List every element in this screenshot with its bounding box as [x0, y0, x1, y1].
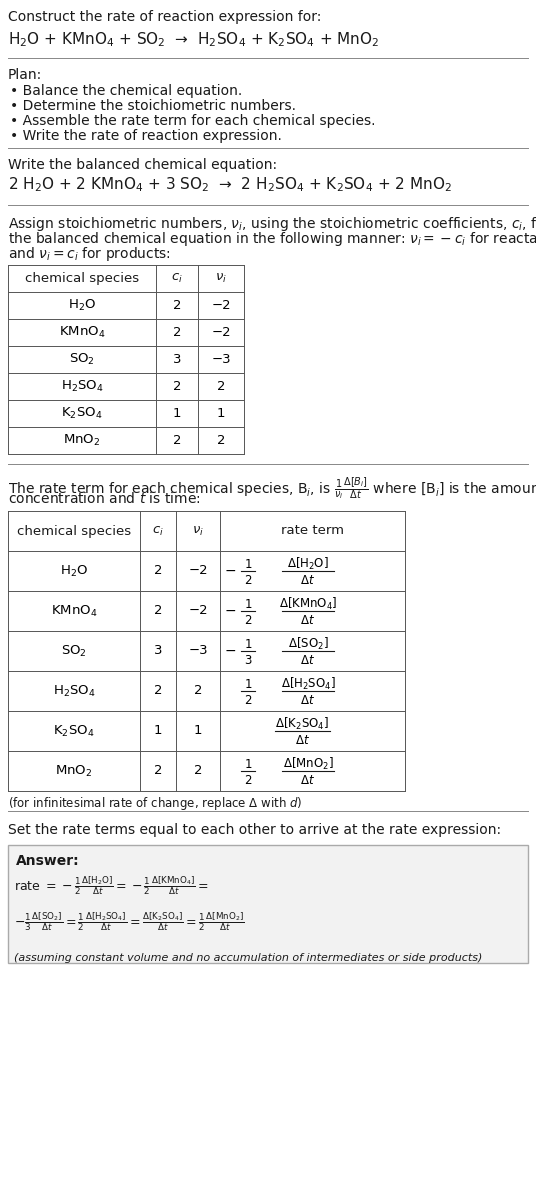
Text: 2: 2 — [244, 774, 252, 786]
Text: SO$_2$: SO$_2$ — [61, 643, 87, 659]
Text: $\Delta$[MnO$_2$]: $\Delta$[MnO$_2$] — [282, 756, 333, 772]
Text: $\Delta t$: $\Delta t$ — [295, 733, 310, 746]
Text: −2: −2 — [211, 326, 231, 339]
Text: 2: 2 — [154, 605, 162, 618]
Text: $\Delta$[H$_2$O]: $\Delta$[H$_2$O] — [287, 557, 329, 572]
Text: H$_2$O: H$_2$O — [60, 564, 88, 578]
Text: 1: 1 — [154, 725, 162, 738]
Text: K$_2$SO$_4$: K$_2$SO$_4$ — [53, 724, 95, 738]
Text: H$_2$SO$_4$: H$_2$SO$_4$ — [61, 379, 103, 394]
Text: 2: 2 — [244, 613, 252, 626]
Text: Plan:: Plan: — [8, 69, 42, 82]
Text: 1: 1 — [244, 597, 252, 611]
Text: H$_2$O + KMnO$_4$ + SO$_2$  →  H$_2$SO$_4$ + K$_2$SO$_4$ + MnO$_2$: H$_2$O + KMnO$_4$ + SO$_2$ → H$_2$SO$_4$… — [8, 30, 379, 49]
Text: −: − — [224, 644, 236, 657]
Text: $c_i$: $c_i$ — [171, 272, 183, 285]
Text: $c_i$: $c_i$ — [152, 524, 164, 537]
Text: 2: 2 — [244, 694, 252, 707]
Text: Set the rate terms equal to each other to arrive at the rate expression:: Set the rate terms equal to each other t… — [8, 823, 501, 837]
Text: 2: 2 — [217, 380, 225, 393]
Text: $\Delta t$: $\Delta t$ — [301, 613, 316, 626]
Text: • Balance the chemical equation.: • Balance the chemical equation. — [10, 84, 242, 99]
Text: 2: 2 — [173, 380, 181, 393]
Text: 2: 2 — [154, 764, 162, 778]
Text: $\nu_i$: $\nu_i$ — [192, 524, 204, 537]
Text: 1: 1 — [244, 757, 252, 770]
Text: −2: −2 — [188, 565, 208, 577]
Text: $\nu_i$: $\nu_i$ — [215, 272, 227, 285]
Text: −2: −2 — [188, 605, 208, 618]
Text: The rate term for each chemical species, B$_i$, is $\frac{1}{\nu_i}\frac{\Delta[: The rate term for each chemical species,… — [8, 476, 536, 502]
Text: the balanced chemical equation in the following manner: $\nu_i = -c_i$ for react: the balanced chemical equation in the fo… — [8, 230, 536, 248]
Text: 2: 2 — [173, 326, 181, 339]
Text: 3: 3 — [173, 353, 181, 365]
Text: Answer:: Answer: — [16, 853, 80, 868]
Text: K$_2$SO$_4$: K$_2$SO$_4$ — [61, 406, 103, 421]
Text: • Assemble the rate term for each chemical species.: • Assemble the rate term for each chemic… — [10, 114, 376, 127]
Text: SO$_2$: SO$_2$ — [69, 352, 95, 367]
Text: • Write the rate of reaction expression.: • Write the rate of reaction expression. — [10, 129, 282, 143]
Text: $\Delta$[SO$_2$]: $\Delta$[SO$_2$] — [288, 636, 329, 651]
Text: • Determine the stoichiometric numbers.: • Determine the stoichiometric numbers. — [10, 99, 296, 113]
Text: 2: 2 — [193, 684, 202, 697]
Text: $\Delta t$: $\Delta t$ — [301, 694, 316, 707]
Text: (assuming constant volume and no accumulation of intermediates or side products): (assuming constant volume and no accumul… — [14, 953, 482, 963]
Text: concentration and $t$ is time:: concentration and $t$ is time: — [8, 490, 200, 506]
Text: 2: 2 — [154, 565, 162, 577]
Text: Write the balanced chemical equation:: Write the balanced chemical equation: — [8, 157, 277, 172]
Text: $\Delta$[K$_2$SO$_4$]: $\Delta$[K$_2$SO$_4$] — [276, 716, 330, 732]
Text: −: − — [224, 564, 236, 578]
Text: 1: 1 — [244, 637, 252, 650]
Text: 1: 1 — [244, 558, 252, 571]
Text: 2 H$_2$O + 2 KMnO$_4$ + 3 SO$_2$  →  2 H$_2$SO$_4$ + K$_2$SO$_4$ + 2 MnO$_2$: 2 H$_2$O + 2 KMnO$_4$ + 3 SO$_2$ → 2 H$_… — [8, 175, 452, 194]
Text: $\Delta t$: $\Delta t$ — [301, 654, 316, 666]
Text: MnO$_2$: MnO$_2$ — [63, 433, 101, 448]
Text: $\Delta t$: $\Delta t$ — [301, 774, 316, 786]
Text: 2: 2 — [173, 434, 181, 447]
Text: MnO$_2$: MnO$_2$ — [55, 763, 93, 779]
Text: 1: 1 — [244, 678, 252, 690]
Text: 2: 2 — [154, 684, 162, 697]
Text: $\Delta t$: $\Delta t$ — [301, 573, 316, 587]
Text: rate term: rate term — [281, 524, 344, 537]
Text: $\Delta$[KMnO$_4$]: $\Delta$[KMnO$_4$] — [279, 596, 337, 612]
Text: −2: −2 — [211, 299, 231, 313]
Text: −: − — [224, 603, 236, 618]
Text: (for infinitesimal rate of change, replace Δ with $d$): (for infinitesimal rate of change, repla… — [8, 795, 302, 813]
Text: Assign stoichiometric numbers, $\nu_i$, using the stoichiometric coefficients, $: Assign stoichiometric numbers, $\nu_i$, … — [8, 215, 536, 233]
Text: and $\nu_i = c_i$ for products:: and $\nu_i = c_i$ for products: — [8, 245, 171, 263]
Text: −3: −3 — [188, 644, 208, 657]
Text: $\Delta$[H$_2$SO$_4$]: $\Delta$[H$_2$SO$_4$] — [280, 676, 336, 692]
Text: 1: 1 — [217, 407, 225, 419]
Text: 3: 3 — [154, 644, 162, 657]
Text: H$_2$SO$_4$: H$_2$SO$_4$ — [53, 684, 95, 698]
Text: 2: 2 — [244, 573, 252, 587]
Text: Construct the rate of reaction expression for:: Construct the rate of reaction expressio… — [8, 10, 322, 24]
Text: 2: 2 — [193, 764, 202, 778]
FancyBboxPatch shape — [8, 845, 528, 963]
Text: 2: 2 — [217, 434, 225, 447]
Text: chemical species: chemical species — [25, 272, 139, 285]
Text: KMnO$_4$: KMnO$_4$ — [51, 603, 97, 619]
Text: 2: 2 — [173, 299, 181, 313]
Text: KMnO$_4$: KMnO$_4$ — [59, 325, 105, 340]
Text: 1: 1 — [193, 725, 202, 738]
Text: H$_2$O: H$_2$O — [68, 298, 96, 313]
Text: rate $= -\frac{1}{2}\frac{\Delta[\mathrm{H_2O}]}{\Delta t} = -\frac{1}{2}\frac{\: rate $= -\frac{1}{2}\frac{\Delta[\mathrm… — [14, 875, 209, 898]
Text: $-\frac{1}{3}\frac{\Delta[\mathrm{SO_2}]}{\Delta t} = \frac{1}{2}\frac{\Delta[\m: $-\frac{1}{3}\frac{\Delta[\mathrm{SO_2}]… — [14, 911, 245, 933]
Text: 1: 1 — [173, 407, 181, 419]
Text: 3: 3 — [244, 654, 252, 666]
Text: chemical species: chemical species — [17, 524, 131, 537]
Text: −3: −3 — [211, 353, 231, 365]
